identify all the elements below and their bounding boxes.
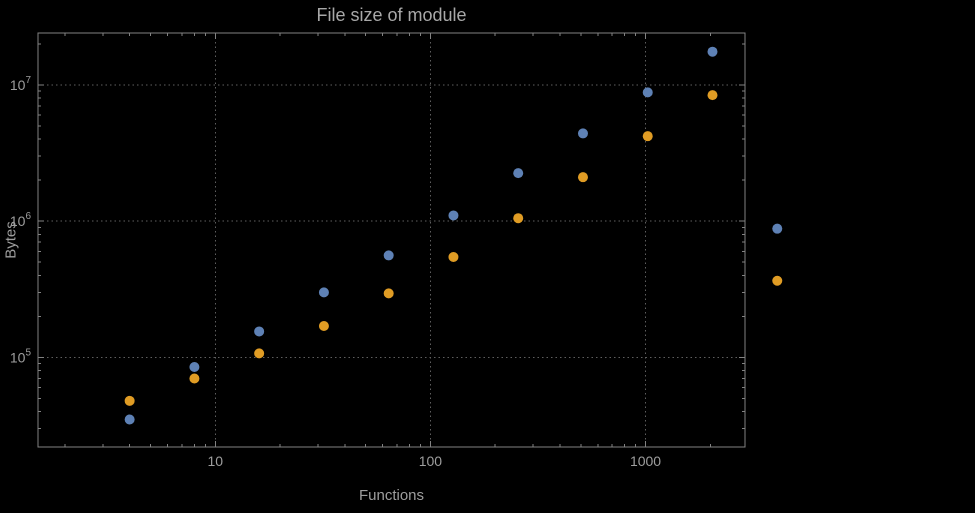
x-axis-label: Functions — [358, 487, 425, 504]
data-point-series-1 — [124, 414, 135, 425]
data-point-series-2 — [383, 288, 394, 299]
data-point-series-2 — [513, 213, 524, 224]
data-point-series-1 — [189, 362, 200, 373]
data-point-series-2 — [577, 172, 588, 183]
data-point-series-1 — [707, 46, 718, 57]
data-point-series-2 — [124, 395, 135, 406]
data-point-series-1 — [642, 87, 653, 98]
data-point-series-1 — [448, 210, 459, 221]
data-point-series-2 — [448, 252, 459, 263]
data-point-series-1 — [383, 250, 394, 261]
data-point-series-1 — [513, 168, 524, 179]
data-point-series-2 — [642, 131, 653, 142]
data-point-series-1 — [577, 128, 588, 139]
data-point-series-2 — [707, 90, 718, 101]
plot-frame — [37, 32, 746, 448]
data-point-series-2 — [254, 348, 265, 359]
chart-title: File size of module — [316, 5, 467, 25]
data-point-series-1 — [772, 223, 783, 234]
data-point-series-1 — [254, 326, 265, 337]
y-axis-label: Bytes — [2, 221, 20, 259]
data-point-series-2 — [772, 275, 783, 286]
y-tick-label: 105 — [10, 347, 32, 365]
x-tick-label: 10 — [207, 453, 223, 469]
y-tick-label: 107 — [10, 75, 32, 93]
x-tick-label: 1000 — [630, 453, 661, 469]
data-point-series-2 — [189, 373, 200, 384]
data-point-series-2 — [318, 320, 329, 331]
x-tick-label: 100 — [419, 453, 443, 469]
data-point-series-1 — [318, 287, 329, 298]
